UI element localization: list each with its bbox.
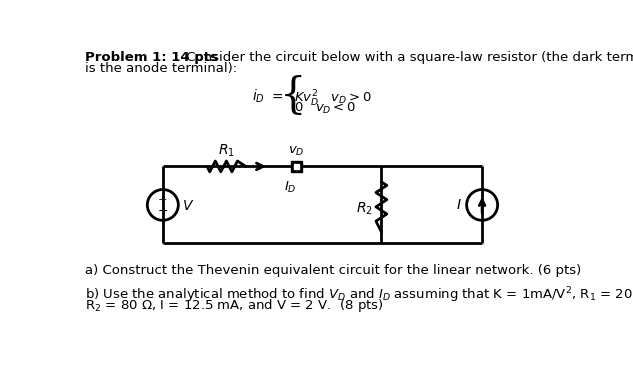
Text: b) Use the analytical method to find $V_D$ and $I_D$ assuming that K = 1mA/V$^2$: b) Use the analytical method to find $V_…: [85, 285, 633, 305]
Bar: [294, 164, 299, 169]
Text: {: {: [280, 75, 306, 117]
Text: $R_2$: $R_2$: [356, 201, 373, 217]
Text: Problem 1: 14 pts: Problem 1: 14 pts: [85, 51, 218, 64]
Text: V: V: [183, 200, 192, 213]
Text: a) Construct the Thevenin equivalent circuit for the linear network. (6 pts): a) Construct the Thevenin equivalent cir…: [85, 264, 582, 277]
Text: $=$: $=$: [269, 90, 284, 103]
Text: $v_D$: $v_D$: [288, 145, 304, 158]
Text: is the anode terminal):: is the anode terminal):: [85, 62, 237, 75]
Text: $I_D$: $I_D$: [284, 179, 296, 195]
Text: +: +: [158, 195, 168, 204]
Text: −: −: [158, 204, 168, 217]
Text: $R_1$: $R_1$: [218, 143, 235, 159]
Bar: [291, 161, 301, 172]
Text: I: I: [456, 198, 460, 212]
Text: $i_D$: $i_D$: [252, 88, 265, 105]
Text: R$_2$ = 80 $\Omega$, I = 12.5 mA, and V = 2 V.  (8 pts): R$_2$ = 80 $\Omega$, I = 12.5 mA, and V …: [85, 297, 384, 314]
Text: $0$   $v_D < 0$: $0$ $v_D < 0$: [294, 101, 356, 116]
Text: $Kv_D^2$   $v_D > 0$: $Kv_D^2$ $v_D > 0$: [294, 89, 372, 109]
Text: Consider the circuit below with a square-law resistor (the dark terminal: Consider the circuit below with a square…: [182, 51, 633, 64]
